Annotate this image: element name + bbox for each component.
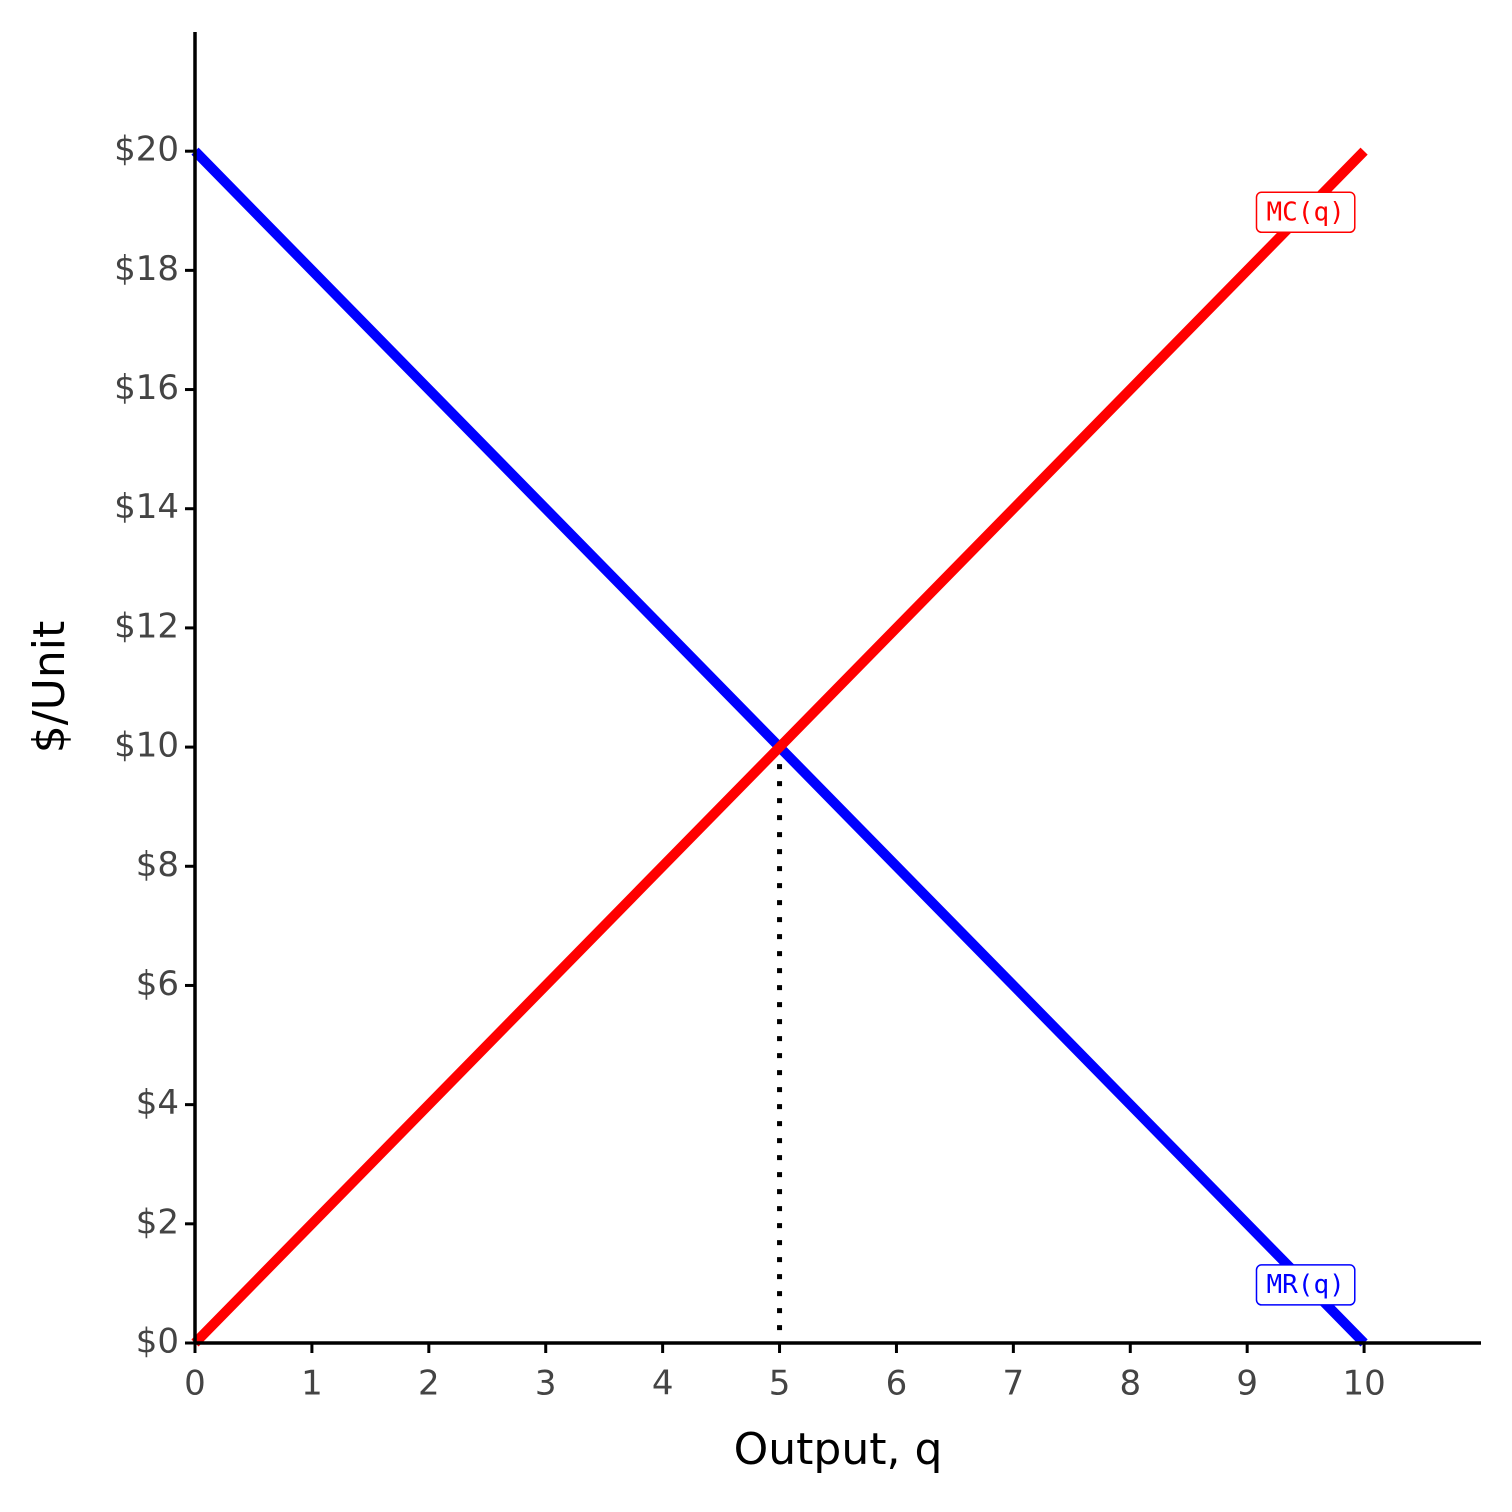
y-tick-label: $2 <box>136 1202 179 1242</box>
x-tick-label: 4 <box>652 1364 674 1404</box>
series-label: MC(q) <box>1255 191 1356 234</box>
series-label: MR(q) <box>1255 1264 1356 1306</box>
x-tick-label: 9 <box>1236 1364 1258 1404</box>
y-tick-label: $16 <box>114 368 179 408</box>
x-tick-label: 6 <box>886 1364 908 1404</box>
y-tick-label: $14 <box>114 487 179 527</box>
y-tick-label: $20 <box>114 130 179 170</box>
y-tick-label: $0 <box>136 1322 179 1362</box>
series-line <box>191 147 1368 1347</box>
series-label-box <box>1255 1264 1356 1306</box>
x-tick-label: 7 <box>1003 1364 1025 1404</box>
x-tick-label: 10 <box>1342 1364 1385 1404</box>
x-tick-label: 0 <box>184 1364 206 1404</box>
x-axis-title: Output, q <box>734 1424 943 1475</box>
y-tick-label: $10 <box>114 726 179 766</box>
x-tick-label: 5 <box>769 1364 791 1404</box>
series-label-text: MC(q) <box>1266 197 1344 227</box>
y-axis-title: $/Unit <box>24 621 75 753</box>
y-tick-label: $8 <box>136 845 179 885</box>
y-tick-label: $18 <box>114 249 179 289</box>
x-tick-label: 8 <box>1119 1364 1141 1404</box>
x-tick-label: 2 <box>418 1364 440 1404</box>
y-tick-label: $4 <box>136 1083 179 1123</box>
series-label-box <box>1255 191 1356 234</box>
x-tick-label: 1 <box>301 1364 323 1404</box>
y-tick-label: $12 <box>114 606 179 646</box>
y-tick-label: $6 <box>136 964 179 1004</box>
x-tick-label: 3 <box>535 1364 557 1404</box>
series-label-text: MR(q) <box>1266 1270 1344 1300</box>
